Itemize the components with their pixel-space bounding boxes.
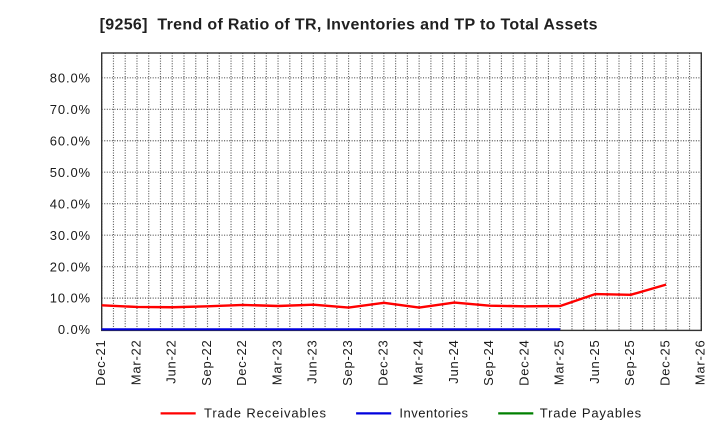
svg-text:Mar-26: Mar-26 bbox=[693, 340, 708, 386]
svg-text:Dec-22: Dec-22 bbox=[234, 340, 249, 386]
svg-text:10.0%: 10.0% bbox=[50, 291, 91, 306]
svg-text:Sep-23: Sep-23 bbox=[340, 340, 355, 386]
svg-text:70.0%: 70.0% bbox=[50, 102, 91, 117]
svg-text:Mar-24: Mar-24 bbox=[411, 340, 426, 386]
svg-text:Dec-21: Dec-21 bbox=[93, 340, 108, 386]
svg-text:Trade Receivables: Trade Receivables bbox=[204, 405, 327, 420]
svg-text:Sep-22: Sep-22 bbox=[199, 340, 214, 386]
svg-text:40.0%: 40.0% bbox=[50, 196, 91, 211]
svg-text:20.0%: 20.0% bbox=[50, 259, 91, 274]
svg-text:Sep-24: Sep-24 bbox=[481, 339, 496, 385]
svg-text:Mar-25: Mar-25 bbox=[552, 340, 567, 386]
svg-text:Sep-25: Sep-25 bbox=[622, 340, 637, 386]
svg-text:Dec-24: Dec-24 bbox=[516, 340, 531, 386]
svg-text:80.0%: 80.0% bbox=[50, 70, 91, 85]
svg-text:Jun-22: Jun-22 bbox=[164, 340, 179, 384]
svg-text:Jun-25: Jun-25 bbox=[587, 340, 602, 384]
svg-text:[9256] Trend of Ratio of TR,: [9256] Trend of Ratio of TR, Inventories… bbox=[100, 16, 598, 33]
svg-text:Jun-24: Jun-24 bbox=[446, 340, 461, 384]
svg-text:0.0%: 0.0% bbox=[58, 322, 91, 337]
svg-text:60.0%: 60.0% bbox=[50, 133, 91, 148]
svg-text:50.0%: 50.0% bbox=[50, 165, 91, 180]
svg-text:Dec-23: Dec-23 bbox=[375, 340, 390, 386]
svg-text:Mar-23: Mar-23 bbox=[269, 340, 284, 386]
svg-text:Jun-23: Jun-23 bbox=[305, 340, 320, 384]
svg-text:Trade Payables: Trade Payables bbox=[540, 405, 642, 420]
svg-text:Inventories: Inventories bbox=[399, 405, 468, 420]
svg-text:Mar-22: Mar-22 bbox=[128, 340, 143, 386]
svg-text:Dec-25: Dec-25 bbox=[657, 340, 672, 386]
svg-text:30.0%: 30.0% bbox=[50, 228, 91, 243]
